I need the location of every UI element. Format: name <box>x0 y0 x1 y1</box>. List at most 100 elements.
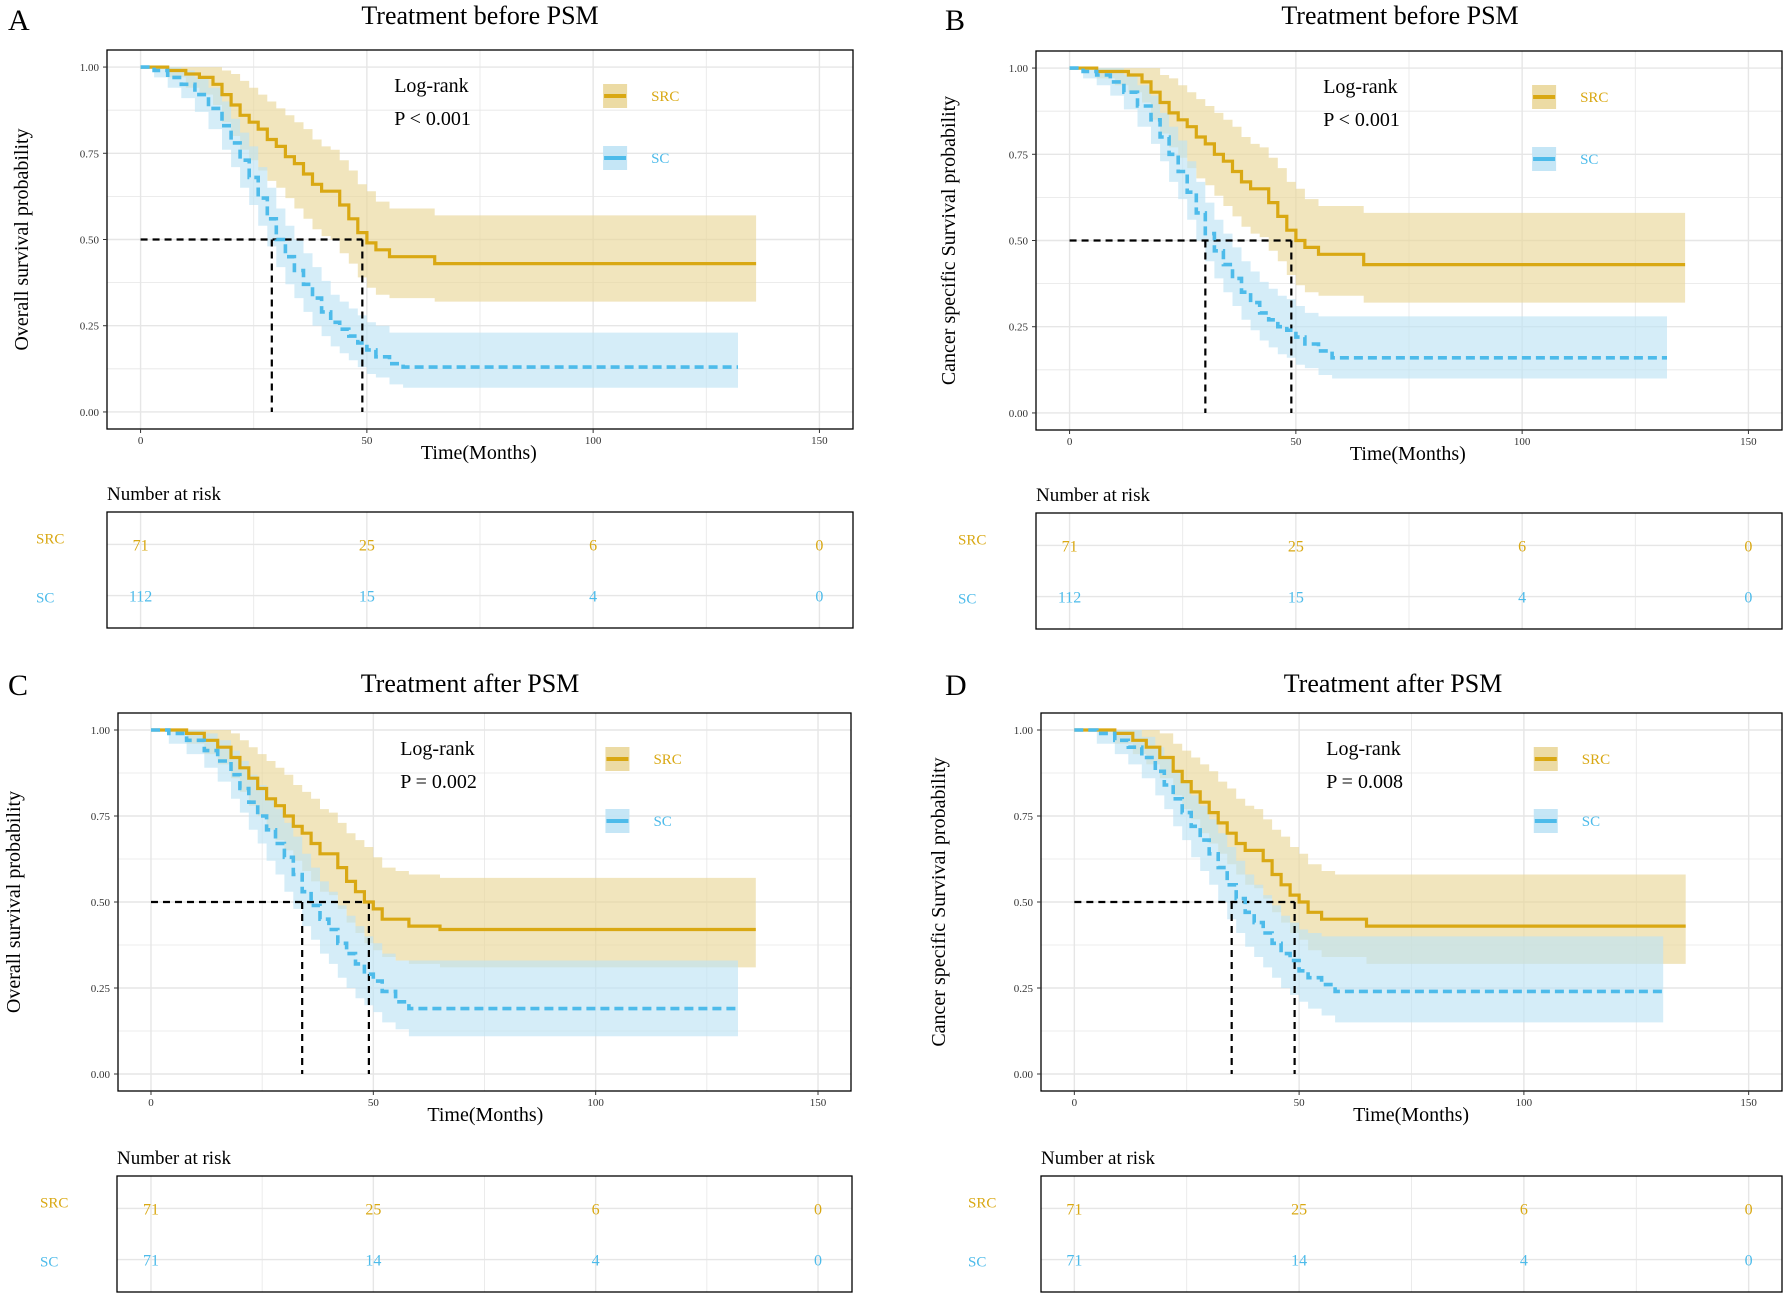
risk-count: 71 <box>1066 1253 1082 1270</box>
ci-band-sc <box>1074 730 1664 1023</box>
risk-count: 14 <box>1291 1253 1307 1270</box>
risk-count: 25 <box>359 537 375 554</box>
median-lines <box>1074 900 1296 1074</box>
p-value-label: P < 0.001 <box>394 108 471 130</box>
risk-table-frame <box>1040 1175 1783 1293</box>
legend-label-sc: SC <box>1582 814 1600 830</box>
risk-table-title: Number at risk <box>1036 485 1150 506</box>
y-tick-label: 0.50 <box>1014 897 1034 909</box>
p-value-label: P < 0.001 <box>1323 109 1400 131</box>
x-tick-label: 100 <box>587 1097 604 1109</box>
y-tick-label: 1.00 <box>1014 725 1034 737</box>
risk-strata-label-src: SRC <box>958 532 986 548</box>
survival-curve-src <box>140 65 757 266</box>
y-tick-label: 0.25 <box>80 321 100 333</box>
ci-band-sc <box>140 67 739 388</box>
risk-count: 112 <box>129 589 152 606</box>
risk-strata-label-src: SRC <box>40 1195 68 1211</box>
ci-band-src <box>140 67 757 302</box>
x-tick-label: 0 <box>1067 436 1073 448</box>
y-tick-label: 0.75 <box>80 148 100 160</box>
legend-label-src: SRC <box>651 89 679 105</box>
risk-count: 4 <box>589 589 597 606</box>
risk-count: 4 <box>1518 590 1526 607</box>
y-tick-label: 1.00 <box>80 62 100 74</box>
panel-letter: B <box>945 4 965 37</box>
risk-count: 4 <box>1520 1253 1528 1270</box>
y-tick-label: 1.00 <box>91 725 111 737</box>
ci-band-src <box>1074 730 1686 964</box>
x-tick-label: 150 <box>1740 1097 1757 1109</box>
risk-count: 0 <box>815 589 823 606</box>
y-tick-label: 0.50 <box>80 235 100 247</box>
risk-count: 25 <box>1288 538 1304 555</box>
y-tick-label: 0.00 <box>1009 408 1029 420</box>
x-tick-label: 0 <box>1072 1097 1078 1109</box>
risk-strata-label-sc: SC <box>36 591 54 607</box>
x-tick-label: 100 <box>585 435 602 447</box>
risk-count: 0 <box>814 1201 822 1218</box>
plot-title: Treatment after PSM <box>361 669 580 698</box>
p-value-label: P = 0.002 <box>400 771 477 793</box>
y-axis-title: Overall survival probability <box>3 791 25 1013</box>
x-tick-label: 100 <box>1516 1097 1533 1109</box>
risk-strata-label-sc: SC <box>40 1255 58 1271</box>
risk-count: 6 <box>1518 538 1526 555</box>
risk-gridlines <box>1041 1176 1782 1292</box>
risk-count: 71 <box>1062 538 1078 555</box>
x-tick-label: 50 <box>361 435 373 447</box>
risk-strata-label-src: SRC <box>36 531 64 547</box>
logrank-label: Log-rank <box>400 738 474 760</box>
logrank-label: Log-rank <box>1323 76 1397 98</box>
risk-table-frame <box>116 1175 853 1293</box>
risk-gridlines <box>117 1176 852 1292</box>
x-tick-label: 100 <box>1514 436 1531 448</box>
survival-curve-src <box>1074 728 1686 928</box>
y-tick-label: 0.75 <box>1009 149 1029 161</box>
risk-gridlines <box>107 512 853 628</box>
x-tick-label: 50 <box>1294 1097 1306 1109</box>
risk-count: 6 <box>1520 1201 1528 1218</box>
y-tick-label: 0.25 <box>91 983 111 995</box>
risk-count: 15 <box>1288 590 1304 607</box>
legend-label-sc: SC <box>651 151 669 167</box>
y-tick-label: 0.25 <box>1014 983 1034 995</box>
y-tick-label: 0.00 <box>1014 1069 1034 1081</box>
legend-label-sc: SC <box>653 814 671 830</box>
risk-count: 71 <box>1066 1201 1082 1218</box>
plot-title: Treatment after PSM <box>1284 669 1503 698</box>
risk-table-title: Number at risk <box>107 484 221 505</box>
x-tick-label: 0 <box>138 435 144 447</box>
risk-table-frame <box>1035 512 1783 630</box>
survival-curve-sc <box>1069 66 1667 360</box>
risk-table-title: Number at risk <box>117 1148 231 1169</box>
x-tick-label: 0 <box>148 1097 154 1109</box>
risk-count: 71 <box>133 537 149 554</box>
x-tick-label: 50 <box>368 1097 380 1109</box>
legend-label-src: SRC <box>1582 752 1610 768</box>
risk-count: 0 <box>1745 1253 1753 1270</box>
legend-label-sc: SC <box>1580 152 1598 168</box>
risk-count: 112 <box>1058 590 1081 607</box>
panel-c: C Treatment after PSM 0 50 100 150 0.00 0.25 0.5… <box>3 669 853 1293</box>
y-tick-label: 0.00 <box>80 407 100 419</box>
x-axis-title: Time(Months) <box>1350 443 1466 465</box>
risk-table-frame <box>106 511 854 629</box>
risk-strata-label-src: SRC <box>968 1195 996 1211</box>
risk-strata-label-sc: SC <box>968 1255 986 1271</box>
risk-count: 6 <box>589 537 597 554</box>
risk-gridlines <box>1036 513 1782 629</box>
y-tick-label: 0.50 <box>91 897 111 909</box>
y-tick-label: 0.50 <box>1009 236 1029 248</box>
ci-band-sc <box>151 730 738 1037</box>
y-tick-label: 0.75 <box>1014 811 1034 823</box>
y-tick-label: 1.00 <box>1009 63 1029 75</box>
logrank-label: Log-rank <box>1326 738 1400 760</box>
panel-letter: C <box>8 669 28 702</box>
risk-count: 25 <box>365 1201 381 1218</box>
risk-count: 14 <box>365 1253 381 1270</box>
risk-count: 0 <box>1744 590 1752 607</box>
